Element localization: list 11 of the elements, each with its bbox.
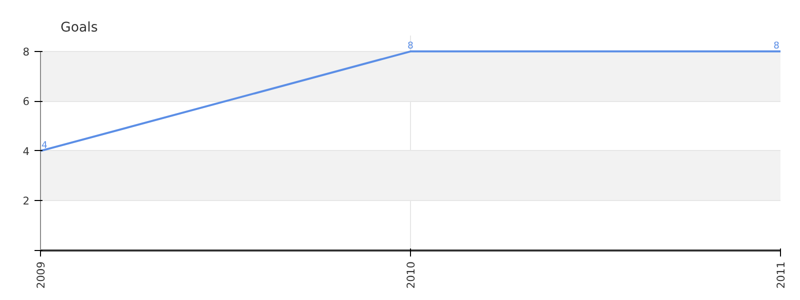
x-tick-label: 2010 [404,261,418,289]
x-tick-label: 2009 [34,261,48,289]
x-tick-label: 2011 [774,261,788,289]
data-label: 8 [408,40,414,52]
data-label: 4 [42,140,48,151]
y-tick-label: 2 [22,194,30,208]
y-tick-label: 8 [22,45,30,58]
data-label: 8 [774,40,780,52]
chart-title: Goals [60,20,98,36]
y-tick-label: 4 [22,144,30,158]
y-tick-label: 6 [22,95,30,108]
